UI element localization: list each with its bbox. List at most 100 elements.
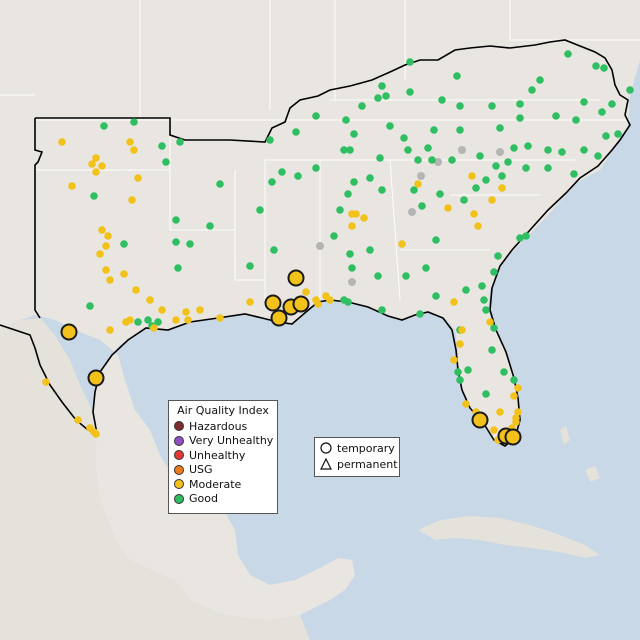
moderate-site-marker [150, 324, 158, 332]
temporary-monitor-marker [264, 294, 282, 312]
moderate-site-marker [474, 222, 482, 230]
moderate-site-marker [98, 226, 106, 234]
good-site-marker [410, 186, 418, 194]
moderate-site-marker [352, 210, 360, 218]
good-site-marker [348, 264, 356, 272]
moderate-site-marker [302, 288, 310, 296]
good-site-marker [172, 216, 180, 224]
aqi-legend-label: Very Unhealthy [189, 434, 274, 448]
moderate-site-marker [184, 316, 192, 324]
good-site-marker [614, 130, 622, 138]
good-site-marker [528, 86, 536, 94]
good-site-marker [432, 236, 440, 244]
moderate-site-marker [488, 196, 496, 204]
good-site-marker [428, 156, 436, 164]
good-site-marker [432, 292, 440, 300]
moderate-site-marker [120, 270, 128, 278]
good-site-marker [456, 102, 464, 110]
good-site-marker [266, 136, 274, 144]
moderate-site-marker [158, 306, 166, 314]
good-site-marker [134, 318, 142, 326]
moderate-site-marker [462, 400, 470, 408]
good-site-marker [312, 164, 320, 172]
good-site-marker [494, 252, 502, 260]
good-site-marker [482, 390, 490, 398]
good-site-marker [344, 298, 352, 306]
good-site-marker [154, 318, 162, 326]
good-site-marker [376, 154, 384, 162]
good-site-marker [436, 190, 444, 198]
good-swatch [174, 493, 184, 504]
good-site-marker [162, 158, 170, 166]
good-site-marker [570, 170, 578, 178]
good-site-marker [482, 176, 490, 184]
good-site-marker [580, 98, 588, 106]
good-sites [86, 50, 634, 398]
moderate-site-marker [246, 298, 254, 306]
good-site-marker [144, 316, 152, 324]
good-site-marker [400, 134, 408, 142]
good-site-marker [404, 146, 412, 154]
good-site-marker [378, 82, 386, 90]
good-site-marker [572, 116, 580, 124]
good-site-marker [270, 246, 278, 254]
moderate-site-marker [92, 430, 100, 438]
good-site-marker [174, 264, 182, 272]
good-site-marker [472, 184, 480, 192]
good-site-marker [206, 222, 214, 230]
moderate-site-marker [196, 306, 204, 314]
good-site-marker [488, 102, 496, 110]
monitor-type-legend: temporary permanent [314, 437, 400, 477]
temporary-monitors-moderate [60, 269, 522, 446]
moderate-site-marker [498, 184, 506, 192]
moderate-site-marker [92, 168, 100, 176]
temporary-monitor-marker [60, 323, 78, 341]
moderate-site-marker [102, 242, 110, 250]
good-site-marker [330, 232, 338, 240]
aqi-legend-item: Good [169, 492, 277, 507]
good-site-marker [418, 202, 426, 210]
aqi-legend-label: USG [189, 463, 213, 477]
moderate-site-marker [456, 340, 464, 348]
good-site-marker [336, 206, 344, 214]
good-site-marker [522, 232, 530, 240]
good-site-marker [516, 114, 524, 122]
aqi-legend-item: Unhealthy [169, 448, 277, 463]
good-site-marker [158, 142, 166, 150]
unhealthy-swatch [174, 450, 184, 461]
good-site-marker [490, 324, 498, 332]
good-site-marker [366, 246, 374, 254]
aqi-legend-item: Hazardous [169, 419, 277, 434]
moderate-site-marker [398, 240, 406, 248]
moderate-sites [42, 138, 522, 444]
temporary-monitor-marker [87, 369, 105, 387]
good-site-marker [292, 128, 300, 136]
moderate-site-marker [486, 318, 494, 326]
good-site-marker [350, 178, 358, 186]
good-site-marker [256, 206, 264, 214]
good-site-marker [552, 112, 560, 120]
good-site-marker [456, 376, 464, 384]
moderate-site-marker [68, 182, 76, 190]
good-site-marker [478, 282, 486, 290]
good-site-marker [482, 306, 490, 314]
bahamas-land [560, 426, 600, 482]
aqi-legend-label: Moderate [189, 477, 242, 491]
moderate-site-marker [98, 162, 106, 170]
good-site-marker [504, 158, 512, 166]
moderate-site-marker [74, 416, 82, 424]
moderate-site-marker [512, 418, 520, 426]
good-site-marker [346, 146, 354, 154]
good-site-marker [490, 268, 498, 276]
good-site-marker [594, 152, 602, 160]
good-site-marker [544, 146, 552, 154]
good-site-marker [448, 156, 456, 164]
moderate-site-marker [444, 204, 452, 212]
aqi-legend-label: Good [189, 492, 218, 506]
good-site-marker [366, 174, 374, 182]
good-site-marker [454, 368, 462, 376]
moderate-site-marker [102, 266, 110, 274]
good-site-marker [422, 264, 430, 272]
good-site-marker [626, 86, 634, 94]
